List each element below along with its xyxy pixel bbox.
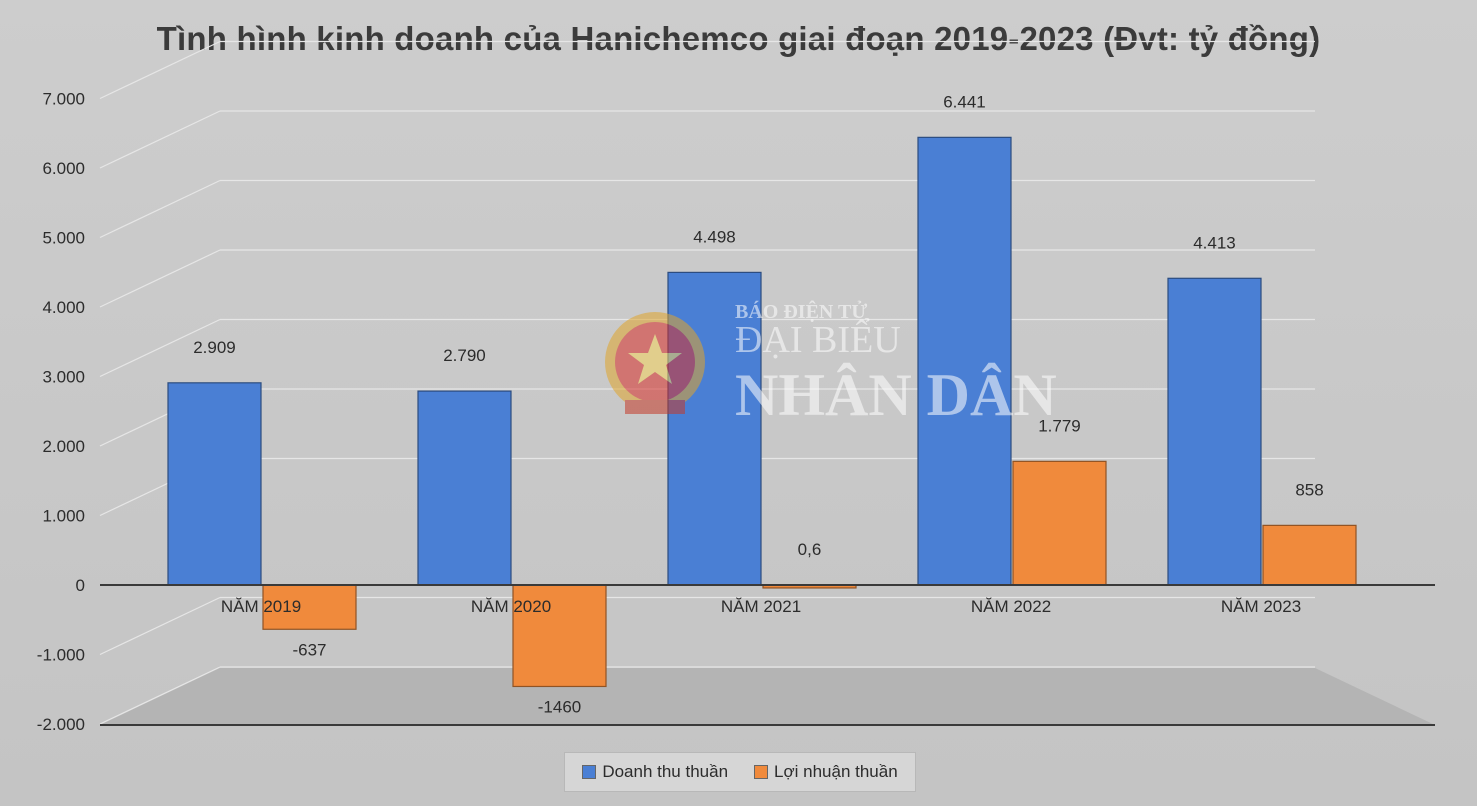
legend: Doanh thu thuần Lợi nhuận thuần [564, 752, 916, 792]
gridline-diagonal [99, 249, 221, 308]
y-tick-label: 7.000 [42, 90, 85, 109]
y-tick-label: 5.000 [42, 229, 85, 248]
bar-front [262, 584, 357, 630]
watermark-line3: NHÂN DÂN [735, 362, 1057, 428]
gridline-diagonal [99, 318, 221, 378]
legend-label-revenue: Doanh thu thuần [602, 762, 729, 781]
bar-front [417, 390, 512, 586]
bar-front [1167, 277, 1262, 586]
gridline-diagonal [99, 666, 221, 725]
data-label: 0,6 [798, 540, 822, 559]
bar-front [1012, 460, 1107, 586]
category-label: NĂM 2020 [471, 597, 551, 616]
bar-profit-2019 [262, 584, 357, 630]
data-label: 4.498 [693, 227, 736, 246]
y-axis-ticks: 7.000 6.000 5.000 4.000 3.000 2.000 1.000 0 -1.0… [37, 90, 85, 735]
y-tick-label: 2.000 [42, 437, 85, 456]
category-label: NĂM 2019 [221, 597, 301, 616]
category-label: NĂM 2022 [971, 597, 1051, 616]
gridline-diagonal [99, 596, 221, 656]
category-label: NĂM 2023 [1221, 597, 1301, 616]
gridline-diagonal [99, 179, 221, 239]
watermark-logo: BÁO ĐIỆN TỬ ĐẠI BIỂU NHÂN DÂN [605, 300, 1057, 428]
bar-front [167, 382, 262, 586]
bar-profit-2023 [1262, 524, 1357, 586]
data-label: 4.413 [1193, 233, 1236, 252]
legend-swatch-revenue [582, 765, 597, 779]
data-label: 2.790 [443, 346, 486, 365]
legend-item-profit: Lợi nhuận thuần [754, 762, 898, 782]
bar-front [917, 136, 1012, 586]
floor-plane [100, 668, 1435, 725]
chart-title: Tình hình kinh doanh của Hanichemco giai… [156, 20, 1321, 57]
bar-revenue-2019 [167, 382, 262, 586]
grid [99, 40, 1315, 725]
data-labels: 2.909 -637 2.790 -1460 4.498 0,6 6.441 1.779 4.4… [193, 92, 1323, 716]
data-label: 1.779 [1038, 416, 1081, 435]
emblem-icon [605, 312, 705, 414]
category-label: NĂM 2021 [721, 597, 801, 616]
gridline-diagonal [99, 110, 221, 169]
bar-revenue-2020 [417, 390, 512, 586]
data-label: 858 [1295, 480, 1323, 499]
bar-front [1262, 524, 1357, 586]
y-tick-label: -2.000 [37, 715, 85, 734]
gridline-diagonal [99, 40, 221, 100]
data-label: -1460 [538, 697, 581, 716]
y-tick-label: 0 [76, 576, 85, 595]
bars [167, 136, 1357, 688]
y-tick-label: 1.000 [42, 507, 85, 526]
data-label: -637 [292, 640, 326, 659]
category-labels: NĂM 2019 NĂM 2020 NĂM 2021 NĂM 2022 NĂM 2023 [221, 597, 1301, 616]
legend-item-revenue: Doanh thu thuần [582, 762, 728, 782]
bar-revenue-2023 [1167, 277, 1262, 586]
y-tick-label: 3.000 [42, 368, 85, 387]
y-tick-label: -1.000 [37, 646, 85, 665]
legend-label-profit: Lợi nhuận thuần [774, 762, 898, 781]
y-tick-label: 6.000 [42, 159, 85, 178]
data-label: 2.909 [193, 338, 236, 357]
watermark-line1: BÁO ĐIỆN TỬ [735, 300, 867, 323]
bar-revenue-2022 [917, 136, 1012, 586]
y-tick-label: 4.000 [42, 298, 85, 317]
watermark-line2: ĐẠI BIỂU [735, 318, 901, 361]
legend-swatch-profit [754, 765, 769, 779]
data-label: 6.441 [943, 92, 986, 111]
bar-profit-2022 [1012, 460, 1107, 586]
